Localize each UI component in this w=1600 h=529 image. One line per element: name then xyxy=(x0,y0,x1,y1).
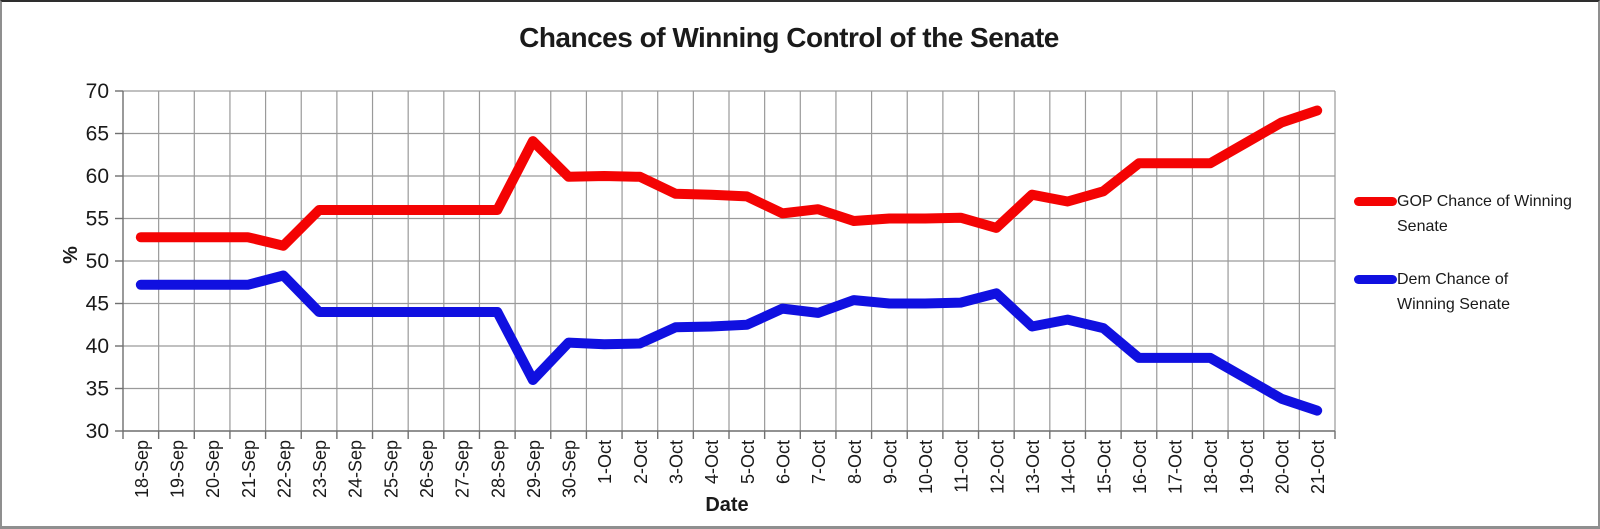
x-tick-label: 17-Oct xyxy=(1166,440,1186,494)
gridlines xyxy=(123,90,1336,431)
x-tick-label: 29-Sep xyxy=(524,440,544,498)
x-tick-label: 3-Oct xyxy=(667,440,687,484)
x-tick-label: 18-Sep xyxy=(132,440,152,498)
x-tick-label: 15-Oct xyxy=(1094,440,1114,494)
x-tick-label: 10-Oct xyxy=(916,440,936,494)
x-tick-label: 7-Oct xyxy=(809,440,829,484)
y-tick-label: 40 xyxy=(86,335,109,358)
legend-gop-label-line1: GOP Chance of Winning xyxy=(1397,193,1572,210)
y-tick-label: 50 xyxy=(86,250,109,273)
dem-series-line xyxy=(135,270,1323,416)
y-tick-label: 45 xyxy=(86,293,109,316)
legend-dem-label-line2: Winning Senate xyxy=(1397,296,1510,313)
y-tick-label: 60 xyxy=(86,165,109,188)
x-tick-label: 21-Sep xyxy=(239,440,259,498)
y-tick-label: 55 xyxy=(86,208,109,231)
chart-title: Chances of Winning Control of the Senate xyxy=(519,22,1059,53)
legend-entry-dem-label: Dem Chance of Winning Senate xyxy=(1397,267,1510,317)
x-tick-label: 18-Oct xyxy=(1201,440,1221,494)
y-axis-title: % xyxy=(59,246,82,264)
x-tick-label: 19-Sep xyxy=(167,440,187,498)
x-tick-label: 1-Oct xyxy=(595,440,615,484)
x-tick-label: 4-Oct xyxy=(702,440,722,484)
y-tick-label: 70 xyxy=(86,80,109,103)
x-tick-label: 2-Oct xyxy=(631,440,651,484)
x-tick-label: 20-Oct xyxy=(1273,440,1293,494)
x-tick-label: 26-Sep xyxy=(417,440,437,498)
legend-entry-gop: GOP Chance of Winning Senate xyxy=(1354,189,1574,239)
x-tick-label: 8-Oct xyxy=(845,440,865,484)
x-tick-label: 13-Oct xyxy=(1023,440,1043,494)
x-tick-label: 16-Oct xyxy=(1130,440,1150,494)
gop-line-swatch xyxy=(1354,197,1397,206)
x-tick-label: 19-Oct xyxy=(1237,440,1257,494)
dem-line-swatch xyxy=(1354,275,1397,284)
axes xyxy=(115,90,1336,439)
legend: GOP Chance of Winning Senate Dem Chance … xyxy=(1354,189,1574,317)
x-tick-label: 30-Sep xyxy=(560,440,580,498)
x-tick-labels: 18-Sep 19-Sep 20-Sep 21-Sep 22-Sep 23-Sep 24-S… xyxy=(132,440,1328,498)
x-tick-label: 22-Sep xyxy=(274,440,294,498)
y-tick-label: 35 xyxy=(86,378,109,401)
x-tick-label: 27-Sep xyxy=(453,440,473,498)
gop-series-line xyxy=(135,105,1323,251)
y-tick-label: 65 xyxy=(86,123,109,146)
x-tick-label: 6-Oct xyxy=(773,440,793,484)
y-tick-labels: 30 35 40 45 50 55 60 65 70 xyxy=(86,80,109,443)
x-tick-label: 11-Oct xyxy=(952,440,972,493)
legend-dem-label-line1: Dem Chance of xyxy=(1397,271,1509,288)
x-tick-label: 24-Sep xyxy=(346,440,366,498)
x-tick-label: 12-Oct xyxy=(987,440,1007,494)
x-tick-label: 14-Oct xyxy=(1059,440,1079,494)
x-tick-label: 28-Sep xyxy=(488,440,508,498)
y-tick-label: 30 xyxy=(86,420,109,443)
x-tick-label: 23-Sep xyxy=(310,440,330,498)
x-tick-label: 5-Oct xyxy=(738,440,758,484)
x-tick-label: 9-Oct xyxy=(880,440,900,484)
x-axis-title: Date xyxy=(705,494,749,516)
x-tick-label: 20-Sep xyxy=(203,440,223,498)
legend-gop-label-line2: Senate xyxy=(1397,218,1448,235)
legend-entry-gop-label: GOP Chance of Winning Senate xyxy=(1397,189,1572,239)
legend-entry-dem: Dem Chance of Winning Senate xyxy=(1354,267,1574,317)
x-tick-label: 25-Sep xyxy=(381,440,401,498)
x-tick-label: 21-Oct xyxy=(1308,440,1328,494)
